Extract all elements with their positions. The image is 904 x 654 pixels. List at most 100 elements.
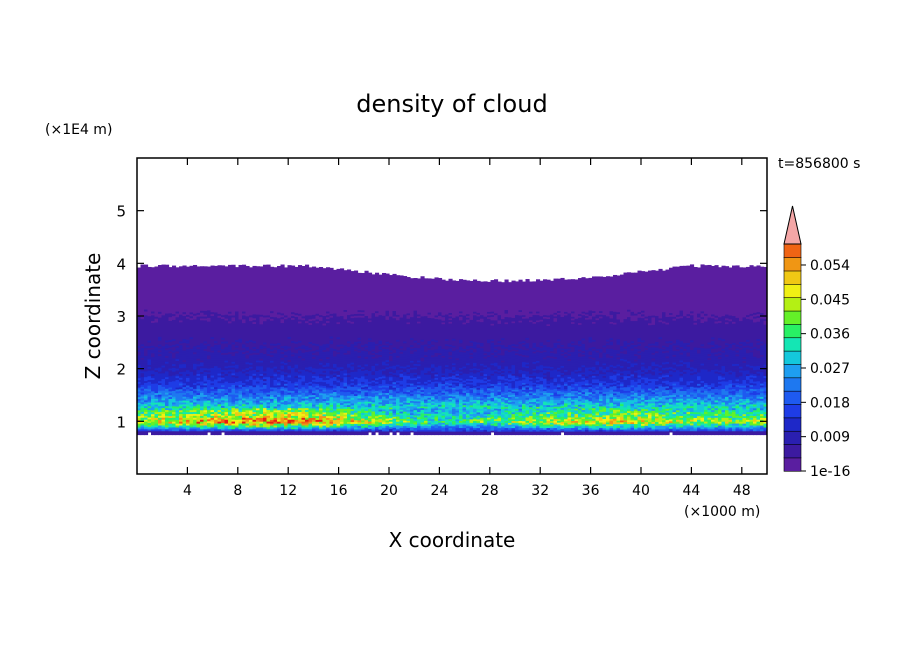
density-cell: [182, 403, 187, 407]
density-cell: [273, 286, 278, 289]
density-cell: [231, 374, 236, 378]
density-cell: [182, 417, 187, 420]
density-cell: [200, 348, 205, 351]
density-cell: [228, 367, 233, 370]
density-cell: [154, 379, 159, 382]
density-cell: [151, 305, 156, 308]
density-cell: [210, 396, 215, 399]
density-cell: [140, 370, 145, 374]
density-cell: [182, 363, 187, 366]
density-cell: [154, 403, 159, 407]
density-cell: [231, 291, 236, 295]
density-cell: [238, 409, 243, 412]
density-cell: [193, 384, 198, 387]
density-cell: [224, 350, 229, 353]
density-cell: [151, 407, 156, 411]
density-cell: [147, 304, 152, 307]
density-cell: [196, 386, 201, 390]
density-cell: [259, 360, 264, 363]
density-cell: [203, 325, 208, 329]
density-cell: [224, 386, 229, 390]
density-cell: [221, 288, 226, 291]
density-cell: [249, 320, 254, 324]
density-cell: [210, 334, 215, 338]
density-cell: [207, 321, 212, 324]
density-cell: [214, 380, 219, 384]
density-cell: [154, 411, 159, 415]
density-cell: [238, 290, 243, 293]
density-cell: [179, 277, 184, 281]
density-cell: [200, 428, 205, 432]
density-cell: [217, 271, 222, 274]
density-cell: [189, 277, 194, 280]
density-cell: [245, 288, 250, 292]
density-cell: [270, 291, 275, 295]
density-cell: [252, 342, 257, 346]
density-cell: [179, 283, 184, 287]
density-cell: [186, 329, 191, 333]
density-cell: [221, 341, 226, 344]
density-cell: [214, 415, 219, 418]
density-cell: [259, 377, 264, 380]
density-cell: [242, 357, 247, 360]
density-cell: [165, 366, 170, 370]
density-cell: [207, 418, 212, 422]
density-cell: [266, 393, 271, 397]
density-cell: [144, 378, 149, 382]
density-cell: [186, 358, 191, 361]
density-cell: [221, 384, 226, 388]
density-cell: [235, 411, 240, 415]
density-cell: [168, 327, 173, 331]
density-cell: [151, 388, 156, 392]
density-cell: [266, 432, 271, 436]
density-cell: [207, 306, 212, 309]
density-cell: [273, 426, 278, 430]
density-cell: [151, 347, 156, 350]
density-cell: [252, 386, 257, 390]
density-cell: [245, 334, 250, 338]
density-cell: [273, 314, 278, 318]
density-cell: [147, 334, 152, 337]
density-cell: [256, 390, 261, 394]
density-cell: [144, 411, 149, 414]
density-cell: [161, 366, 166, 370]
density-cell: [259, 327, 264, 331]
density-cell: [203, 335, 208, 338]
density-cell: [252, 354, 257, 357]
density-cell: [245, 357, 250, 361]
density-cell: [214, 426, 219, 430]
density-cell: [242, 363, 247, 366]
density-cell: [231, 392, 236, 395]
density-cell: [228, 426, 233, 430]
density-cell: [242, 426, 247, 430]
density-cell: [217, 426, 222, 430]
density-cell: [221, 267, 226, 270]
density-cell: [175, 337, 180, 341]
density-cell: [228, 382, 233, 385]
density-cell: [179, 419, 184, 422]
density-cell: [137, 366, 142, 369]
density-cell: [147, 349, 152, 352]
density-cell: [172, 350, 177, 353]
density-cell: [196, 382, 201, 386]
density-cell: [137, 290, 142, 293]
density-cell: [273, 366, 278, 369]
density-cell: [165, 309, 170, 312]
density-cell: [252, 344, 257, 347]
density-cell: [273, 396, 278, 399]
density-cell: [193, 266, 198, 270]
density-cell: [179, 409, 184, 413]
density-cell: [189, 327, 194, 330]
density-cell: [221, 359, 226, 363]
density-cell: [193, 419, 198, 422]
density-cell: [203, 400, 208, 403]
density-cell: [224, 361, 229, 365]
density-cell: [203, 273, 208, 277]
density-cell: [266, 399, 271, 403]
density-cell: [179, 361, 184, 365]
density-cell: [196, 302, 201, 306]
density-cell: [196, 354, 201, 357]
density-cell: [270, 415, 275, 418]
density-cell: [242, 386, 247, 389]
density-cell: [273, 307, 278, 310]
